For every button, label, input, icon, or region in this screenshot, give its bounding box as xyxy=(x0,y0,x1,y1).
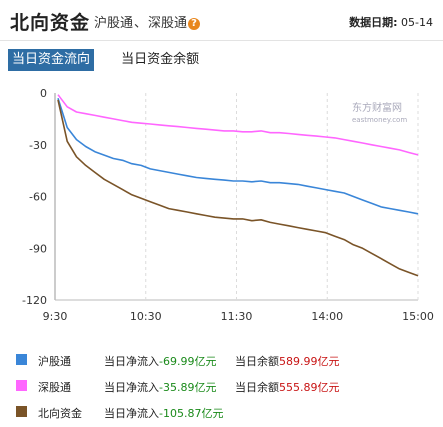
y-tick-label: -60 xyxy=(29,191,47,204)
legend-balance-label: 当日余额 xyxy=(235,381,279,394)
legend-swatch xyxy=(16,380,27,391)
watermark-subtext: eastmoney.com xyxy=(352,116,407,124)
x-tick-label: 10:30 xyxy=(130,310,162,323)
series-line-深股通 xyxy=(57,94,419,156)
x-tick-label: 9:30 xyxy=(43,310,68,323)
tab-daily-flow[interactable]: 当日资金流向 xyxy=(8,49,95,71)
legend-swatch xyxy=(16,354,27,365)
legend-row-shanghai: 沪股通 当日净流入-69.99亿元 当日余额589.99亿元 xyxy=(0,350,443,370)
flow-line-chart: 东方财富网 eastmoney.com 0 -30 -60 -90 -120 9:30 1… xyxy=(22,87,434,323)
y-tick-label: 0 xyxy=(40,87,47,100)
legend-swatch xyxy=(16,406,27,417)
legend-flow-label: 当日净流入 xyxy=(104,355,159,368)
series-line-北向资金 xyxy=(57,99,419,277)
legend-flow-label: 当日净流入 xyxy=(104,381,159,394)
legend-series-name: 沪股通 xyxy=(38,355,71,368)
y-tick-label: -30 xyxy=(29,139,47,152)
x-tick-label: 11:30 xyxy=(221,310,253,323)
link-separator: 、 xyxy=(134,16,148,31)
legend-row-shenzhen: 深股通 当日净流入-35.89亿元 当日余额555.89亿元 xyxy=(0,376,443,396)
legend-flow-value: -105.87亿元 xyxy=(159,407,224,420)
legend-series-name: 深股通 xyxy=(38,381,71,394)
page-title: 北向资金 xyxy=(10,12,91,34)
legend-flow-value: -69.99亿元 xyxy=(159,355,217,368)
legend-balance: 当日余额589.99亿元 xyxy=(235,353,340,369)
sub-links: 沪股通、深股通? xyxy=(94,12,201,31)
watermark-text: 东方财富网 xyxy=(352,101,402,114)
legend-balance: 当日余额555.89亿元 xyxy=(235,379,340,395)
date-label: 数据日期: xyxy=(349,16,398,29)
series-line-沪股通 xyxy=(57,97,419,215)
tab-daily-balance[interactable]: 当日资金余额 xyxy=(121,52,200,67)
question-icon[interactable]: ? xyxy=(188,18,201,30)
legend-row-northbound: 北向资金 当日净流入-105.87亿元 xyxy=(0,402,443,422)
header-bar: 北向资金 沪股通、深股通? 数据日期: 05-14 xyxy=(0,0,443,41)
legend-flow: 当日净流入-105.87亿元 xyxy=(104,405,223,421)
x-tick-label: 14:00 xyxy=(311,310,343,323)
legend-flow-label: 当日净流入 xyxy=(104,407,159,420)
link-shanghai-connect[interactable]: 沪股通 xyxy=(94,16,134,31)
legend-balance-value: 555.89亿元 xyxy=(279,381,340,394)
legend-flow: 当日净流入-69.99亿元 xyxy=(104,353,216,369)
date-value: 05-14 xyxy=(401,16,433,29)
x-tick-label: 15:00 xyxy=(402,310,434,323)
link-shenzhen-connect[interactable]: 深股通 xyxy=(148,16,188,31)
legend-flow: 当日净流入-35.89亿元 xyxy=(104,379,216,395)
chart-series xyxy=(57,94,419,277)
legend-series-name: 北向资金 xyxy=(38,407,82,420)
chart-grid xyxy=(54,93,419,301)
legend-flow-value: -35.89亿元 xyxy=(159,381,217,394)
y-axis-ticks: 0 -30 -60 -90 -120 xyxy=(22,87,47,307)
data-date: 数据日期: 05-14 xyxy=(349,14,433,30)
legend-balance-value: 589.99亿元 xyxy=(279,355,340,368)
watermark-logo: 东方财富网 eastmoney.com xyxy=(352,101,407,124)
x-axis-ticks: 9:30 10:30 11:30 14:00 15:00 xyxy=(43,310,434,323)
tab-bar: 当日资金流向 当日资金余额 xyxy=(8,48,221,72)
y-tick-label: -90 xyxy=(29,242,47,255)
legend-balance-label: 当日余额 xyxy=(235,355,279,368)
y-tick-label: -120 xyxy=(22,294,47,307)
